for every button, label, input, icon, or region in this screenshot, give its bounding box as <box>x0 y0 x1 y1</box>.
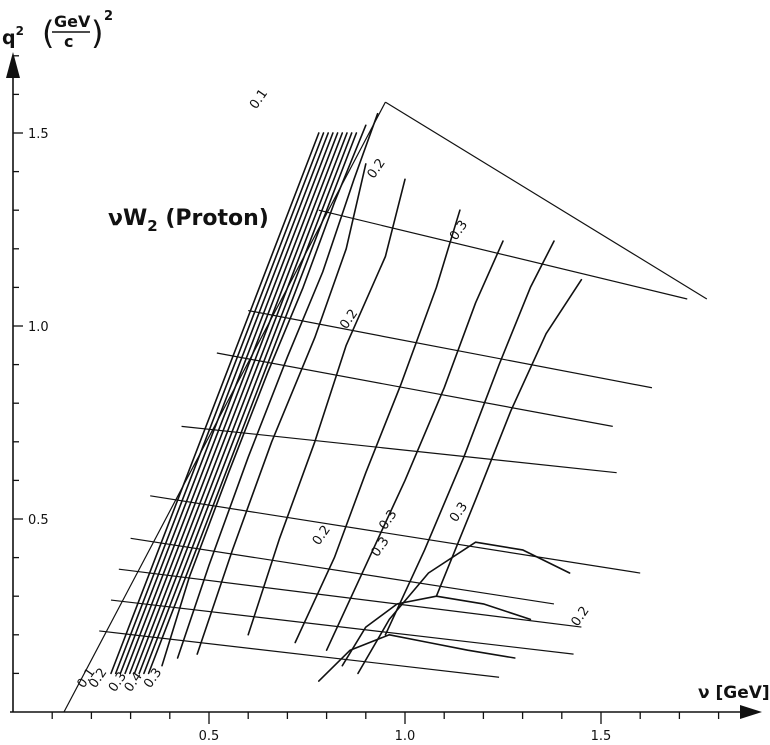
contour-line <box>196 163 367 655</box>
x-ticks: 0.5 1.0 1.5 <box>51 712 720 744</box>
contour-lines <box>110 112 583 682</box>
contour-label: 0.3 <box>369 534 393 560</box>
y-axis-unit-power: 2 <box>104 9 113 24</box>
y-axis-label: q2 <box>2 24 24 49</box>
boundary-line <box>385 101 708 300</box>
contour-line <box>129 132 339 675</box>
chart-title: νW2 (Proton) <box>108 206 269 235</box>
contour-line <box>384 240 555 636</box>
x-tick-label: 0.5 <box>199 729 220 744</box>
boundary-line <box>63 101 386 713</box>
contour-line <box>435 278 583 597</box>
x-tick-label: 1.5 <box>591 729 612 744</box>
contour-line <box>124 132 334 675</box>
x-tick-label: 1.0 <box>395 729 416 744</box>
grid-ray <box>118 568 582 628</box>
contour-line <box>161 124 367 667</box>
contour-line <box>138 132 348 675</box>
contour-label: 0.1 <box>247 87 271 113</box>
contour-line <box>114 132 325 675</box>
y-tick-label: 1.0 <box>28 320 49 335</box>
contour-label: 0.2 <box>365 156 389 182</box>
contour-line <box>341 595 532 667</box>
grid-ray <box>318 209 688 300</box>
y-tick-label: 1.5 <box>28 127 49 142</box>
contour-line <box>318 634 516 682</box>
contour-line <box>133 132 344 675</box>
grid-ray <box>130 537 555 605</box>
y-axis-unit-bracket-right: ) <box>91 14 103 52</box>
y-ticks: 0.5 1.0 1.5 <box>13 55 49 675</box>
x-axis-arrow <box>740 705 762 719</box>
contour-line <box>247 178 406 636</box>
contour-label: 0.2 <box>310 523 334 549</box>
contour-line <box>176 112 379 659</box>
contour-line <box>357 541 571 675</box>
grid-ray <box>216 352 613 427</box>
y-axis-unit-bracket-left: ( <box>42 14 54 52</box>
y-axis-unit-numerator: GeV <box>54 12 91 31</box>
y-axis-unit-denominator: c <box>64 32 73 51</box>
contour-line <box>143 132 353 675</box>
grid-rays <box>63 101 708 713</box>
axes: 0.5 1.0 1.5 0.5 1.0 1.5 <box>6 52 762 744</box>
contour-line <box>110 132 320 675</box>
grid-ray <box>110 599 574 655</box>
titles: νW2 (Proton) q2 GeV c ( ) 2 ν [GeV] <box>2 9 770 703</box>
contour-line <box>119 132 329 675</box>
grid-ray <box>248 309 653 389</box>
y-tick-label: 0.5 <box>28 513 49 528</box>
grid-ray <box>181 425 617 474</box>
x-axis-label: ν [GeV] <box>698 683 770 703</box>
contour-line <box>294 209 461 644</box>
grid-ray <box>150 495 641 574</box>
grid-ray <box>99 630 500 678</box>
y-axis-arrow <box>6 52 20 78</box>
contour-line <box>325 240 504 651</box>
contour-label: 0.3 <box>376 507 400 533</box>
